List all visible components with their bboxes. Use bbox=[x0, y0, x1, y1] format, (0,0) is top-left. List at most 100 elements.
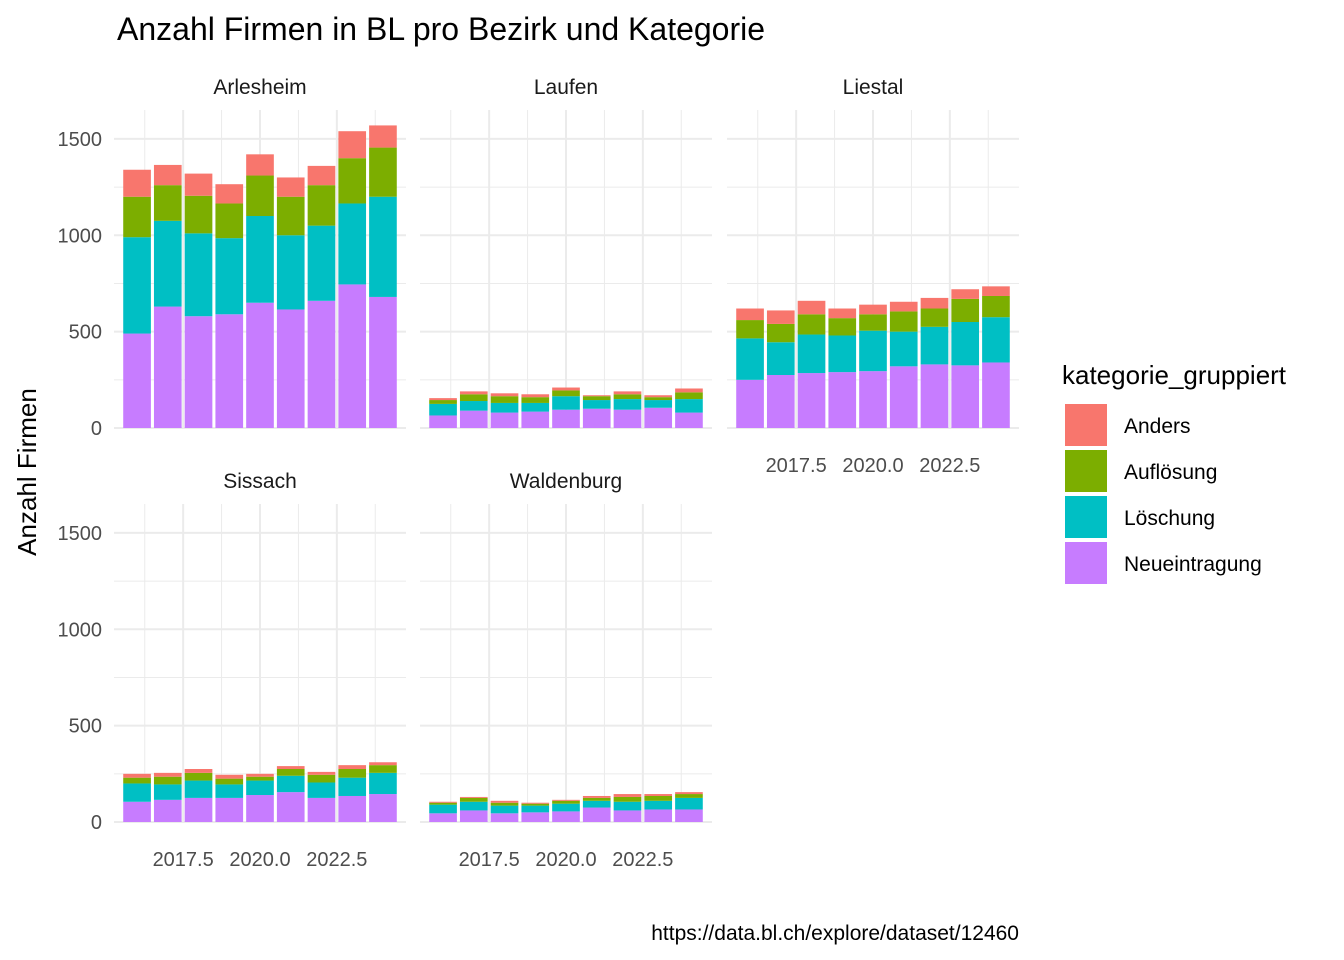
bar-segment-aufloesung-2018 bbox=[797, 314, 826, 335]
bar-segment-neueintragung-2018 bbox=[490, 813, 519, 822]
bar-segment-aufloesung-2018 bbox=[184, 772, 213, 781]
bar-segment-neueintragung-2020 bbox=[246, 302, 274, 428]
bar-segment-loeschung-2017 bbox=[153, 784, 182, 800]
bar-segment-loeschung-2021 bbox=[582, 400, 611, 409]
legend-key-anders bbox=[1065, 404, 1107, 446]
legend-label-neueintragung: Neueintragung bbox=[1124, 553, 1262, 576]
bar-segment-aufloesung-2018 bbox=[490, 802, 519, 806]
bar-segment-anders-2024 bbox=[982, 286, 1010, 296]
bar-segment-neueintragung-2017 bbox=[459, 810, 488, 822]
bar-segment-neueintragung-2018 bbox=[184, 316, 213, 428]
bar-segment-loeschung-2024 bbox=[675, 399, 703, 413]
legend-item-aufloesung: Auflösung bbox=[1065, 450, 1217, 492]
legend-key-aufloesung bbox=[1065, 450, 1107, 492]
bar-segment-anders-2021 bbox=[276, 766, 305, 769]
bar-segment-loeschung-2016 bbox=[429, 403, 457, 416]
bar-segment-anders-2021 bbox=[582, 795, 611, 798]
bar-segment-anders-2022 bbox=[307, 771, 336, 775]
bar-segment-anders-2023 bbox=[644, 794, 673, 796]
bar-segment-loeschung-2021 bbox=[276, 235, 305, 310]
bar-segment-loeschung-2019 bbox=[521, 805, 550, 813]
bar-segment-aufloesung-2017 bbox=[459, 797, 488, 802]
bar-segment-neueintragung-2016 bbox=[429, 415, 457, 428]
legend-item-anders: Anders bbox=[1065, 404, 1191, 446]
facet-label-sissach: Sissach bbox=[223, 470, 297, 493]
bar-segment-loeschung-2020 bbox=[246, 780, 274, 796]
bar-segment-anders-2019 bbox=[828, 308, 857, 319]
bar-segment-neueintragung-2020 bbox=[246, 795, 274, 822]
bar-segment-anders-2018 bbox=[184, 173, 213, 196]
bar-segment-aufloesung-2016 bbox=[123, 196, 151, 238]
bar-segment-aufloesung-2022 bbox=[613, 394, 642, 400]
bar-segment-aufloesung-2022 bbox=[307, 774, 336, 783]
bar-segment-aufloesung-2021 bbox=[582, 396, 611, 401]
bar-segment-neueintragung-2023 bbox=[644, 809, 673, 822]
facet-panel-laufen: Laufen bbox=[420, 76, 712, 429]
legend-label-anders: Anders bbox=[1124, 415, 1191, 438]
bar-segment-loeschung-2024 bbox=[369, 772, 397, 795]
bar-segment-anders-2018 bbox=[797, 300, 826, 315]
bar-segment-aufloesung-2020 bbox=[246, 776, 274, 781]
bar-segment-anders-2022 bbox=[920, 297, 949, 309]
bar-segment-aufloesung-2017 bbox=[153, 776, 182, 785]
bar-segment-neueintragung-2020 bbox=[552, 409, 580, 428]
bar-segment-neueintragung-2017 bbox=[153, 306, 182, 428]
y-tick-label: 500 bbox=[69, 322, 102, 344]
bar-segment-aufloesung-2018 bbox=[184, 195, 213, 234]
bar-segment-aufloesung-2021 bbox=[582, 797, 611, 801]
bar-segment-aufloesung-2023 bbox=[338, 769, 367, 778]
bar-segment-aufloesung-2019 bbox=[828, 318, 857, 336]
bar-segment-anders-2016 bbox=[123, 773, 151, 778]
bar-segment-neueintragung-2017 bbox=[153, 799, 182, 822]
bar-segment-anders-2023 bbox=[338, 765, 367, 769]
bar-segment-loeschung-2023 bbox=[644, 400, 673, 408]
bar-segment-anders-2016 bbox=[429, 801, 457, 803]
bar-segment-loeschung-2016 bbox=[429, 804, 457, 814]
bar-segment-neueintragung-2024 bbox=[675, 809, 703, 822]
bar-segment-anders-2016 bbox=[736, 308, 764, 321]
bar-segment-anders-2017 bbox=[153, 164, 182, 186]
bar-segment-aufloesung-2017 bbox=[153, 185, 182, 221]
bar-segment-aufloesung-2024 bbox=[369, 147, 397, 197]
bar-segment-aufloesung-2016 bbox=[123, 777, 151, 784]
x-tick-label: 2017.5 bbox=[766, 455, 827, 477]
bar-segment-aufloesung-2016 bbox=[429, 802, 457, 805]
bar-segment-neueintragung-2022 bbox=[613, 810, 642, 822]
bar-segment-anders-2021 bbox=[276, 177, 305, 197]
legend-item-loeschung: Löschung bbox=[1065, 496, 1215, 538]
bar-segment-anders-2021 bbox=[889, 301, 918, 312]
bar-segment-anders-2021 bbox=[582, 395, 611, 397]
facet-panel-arlesheim: Arlesheim 0 500 1000 1500 bbox=[58, 76, 406, 440]
y-tick-label: 0 bbox=[91, 418, 102, 440]
bar-segment-neueintragung-2016 bbox=[429, 813, 457, 822]
bar-segment-aufloesung-2024 bbox=[982, 295, 1010, 318]
bar-segment-neueintragung-2019 bbox=[828, 372, 857, 428]
bar-segment-loeschung-2022 bbox=[307, 225, 336, 301]
bar-segment-aufloesung-2017 bbox=[459, 394, 488, 402]
bar-segment-neueintragung-2017 bbox=[459, 410, 488, 428]
bar-segment-neueintragung-2016 bbox=[123, 801, 151, 822]
bar-segment-loeschung-2022 bbox=[307, 782, 336, 798]
facet-label-laufen: Laufen bbox=[534, 76, 598, 99]
bar-segment-neueintragung-2018 bbox=[797, 373, 826, 428]
bar-segment-aufloesung-2019 bbox=[215, 778, 244, 785]
bar-segment-aufloesung-2022 bbox=[613, 796, 642, 802]
bar-segment-loeschung-2024 bbox=[369, 196, 397, 297]
bar-segment-aufloesung-2016 bbox=[429, 400, 457, 404]
y-tick-label: 0 bbox=[91, 812, 102, 834]
legend: Anders Auflösung Löschung Neueintragung bbox=[1065, 404, 1262, 584]
bar-segment-aufloesung-2017 bbox=[766, 323, 795, 343]
bar-segment-aufloesung-2023 bbox=[951, 298, 980, 322]
x-tick-label: 2017.5 bbox=[459, 849, 520, 871]
bar-segment-aufloesung-2022 bbox=[920, 308, 949, 327]
bar-segment-anders-2023 bbox=[951, 289, 980, 299]
bar-segment-loeschung-2024 bbox=[675, 797, 703, 810]
bar-segment-anders-2018 bbox=[490, 800, 519, 803]
bar-segment-loeschung-2022 bbox=[613, 801, 642, 811]
bar-segment-loeschung-2019 bbox=[215, 784, 244, 798]
bar-segment-loeschung-2021 bbox=[889, 331, 918, 367]
legend-title: kategorie_gruppiert bbox=[1062, 360, 1287, 390]
bar-segment-neueintragung-2023 bbox=[338, 284, 367, 428]
bar-segment-loeschung-2020 bbox=[859, 330, 887, 372]
bar-segment-loeschung-2019 bbox=[828, 335, 857, 373]
